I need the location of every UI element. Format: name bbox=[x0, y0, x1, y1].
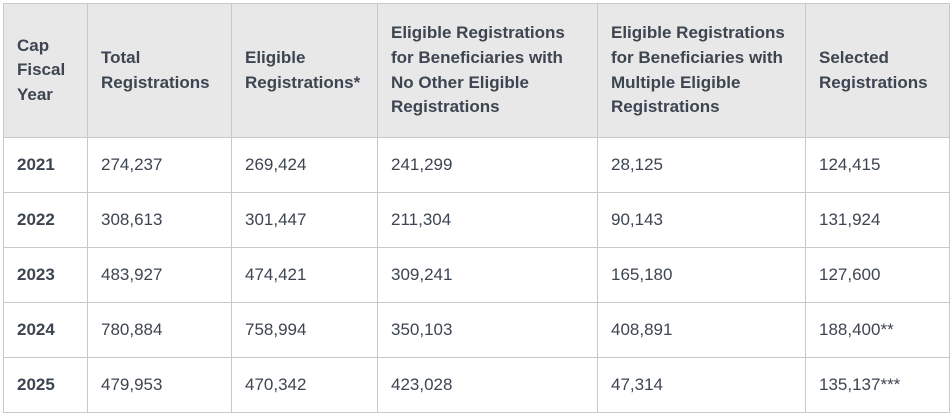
multiple-eligible-cell: 90,143 bbox=[597, 192, 806, 248]
table-body: 2021 274,237 269,424 241,299 28,125 124,… bbox=[3, 137, 950, 413]
total-registrations-cell: 479,953 bbox=[87, 357, 232, 413]
eligible-registrations-cell: 269,424 bbox=[231, 137, 378, 193]
cap-registrations-table: Cap Fiscal Year Total Registrations Elig… bbox=[3, 3, 950, 413]
multiple-eligible-cell: 408,891 bbox=[597, 302, 806, 358]
total-registrations-cell: 274,237 bbox=[87, 137, 232, 193]
selected-registrations-cell: 135,137*** bbox=[805, 357, 950, 413]
column-header-no-other-eligible: Eligible Registrations for Beneficiaries… bbox=[377, 3, 598, 138]
column-header-total-registrations: Total Registrations bbox=[87, 3, 232, 138]
eligible-registrations-cell: 301,447 bbox=[231, 192, 378, 248]
table-row-2022: 2022 308,613 301,447 211,304 90,143 131,… bbox=[3, 192, 950, 248]
multiple-eligible-cell: 165,180 bbox=[597, 247, 806, 303]
eligible-registrations-cell: 474,421 bbox=[231, 247, 378, 303]
registrations-table-container: Cap Fiscal Year Total Registrations Elig… bbox=[3, 3, 950, 413]
multiple-eligible-cell: 28,125 bbox=[597, 137, 806, 193]
column-header-eligible-registrations: Eligible Registrations* bbox=[231, 3, 378, 138]
no-other-eligible-cell: 350,103 bbox=[377, 302, 598, 358]
selected-registrations-cell: 131,924 bbox=[805, 192, 950, 248]
multiple-eligible-cell: 47,314 bbox=[597, 357, 806, 413]
table-row-2024: 2024 780,884 758,994 350,103 408,891 188… bbox=[3, 302, 950, 358]
year-cell: 2024 bbox=[3, 302, 88, 358]
no-other-eligible-cell: 211,304 bbox=[377, 192, 598, 248]
column-header-cap-fiscal-year: Cap Fiscal Year bbox=[3, 3, 88, 138]
no-other-eligible-cell: 241,299 bbox=[377, 137, 598, 193]
table-row-2021: 2021 274,237 269,424 241,299 28,125 124,… bbox=[3, 137, 950, 193]
total-registrations-cell: 483,927 bbox=[87, 247, 232, 303]
table-header: Cap Fiscal Year Total Registrations Elig… bbox=[3, 3, 950, 138]
year-cell: 2023 bbox=[3, 247, 88, 303]
no-other-eligible-cell: 309,241 bbox=[377, 247, 598, 303]
total-registrations-cell: 308,613 bbox=[87, 192, 232, 248]
year-cell: 2025 bbox=[3, 357, 88, 413]
table-row-2023: 2023 483,927 474,421 309,241 165,180 127… bbox=[3, 247, 950, 303]
header-row: Cap Fiscal Year Total Registrations Elig… bbox=[3, 3, 950, 138]
selected-registrations-cell: 127,600 bbox=[805, 247, 950, 303]
eligible-registrations-cell: 758,994 bbox=[231, 302, 378, 358]
column-header-multiple-eligible: Eligible Registrations for Beneficiaries… bbox=[597, 3, 806, 138]
selected-registrations-cell: 124,415 bbox=[805, 137, 950, 193]
year-cell: 2021 bbox=[3, 137, 88, 193]
selected-registrations-cell: 188,400** bbox=[805, 302, 950, 358]
column-header-selected-registrations: Selected Registrations bbox=[805, 3, 950, 138]
no-other-eligible-cell: 423,028 bbox=[377, 357, 598, 413]
eligible-registrations-cell: 470,342 bbox=[231, 357, 378, 413]
year-cell: 2022 bbox=[3, 192, 88, 248]
table-row-2025: 2025 479,953 470,342 423,028 47,314 135,… bbox=[3, 357, 950, 413]
total-registrations-cell: 780,884 bbox=[87, 302, 232, 358]
